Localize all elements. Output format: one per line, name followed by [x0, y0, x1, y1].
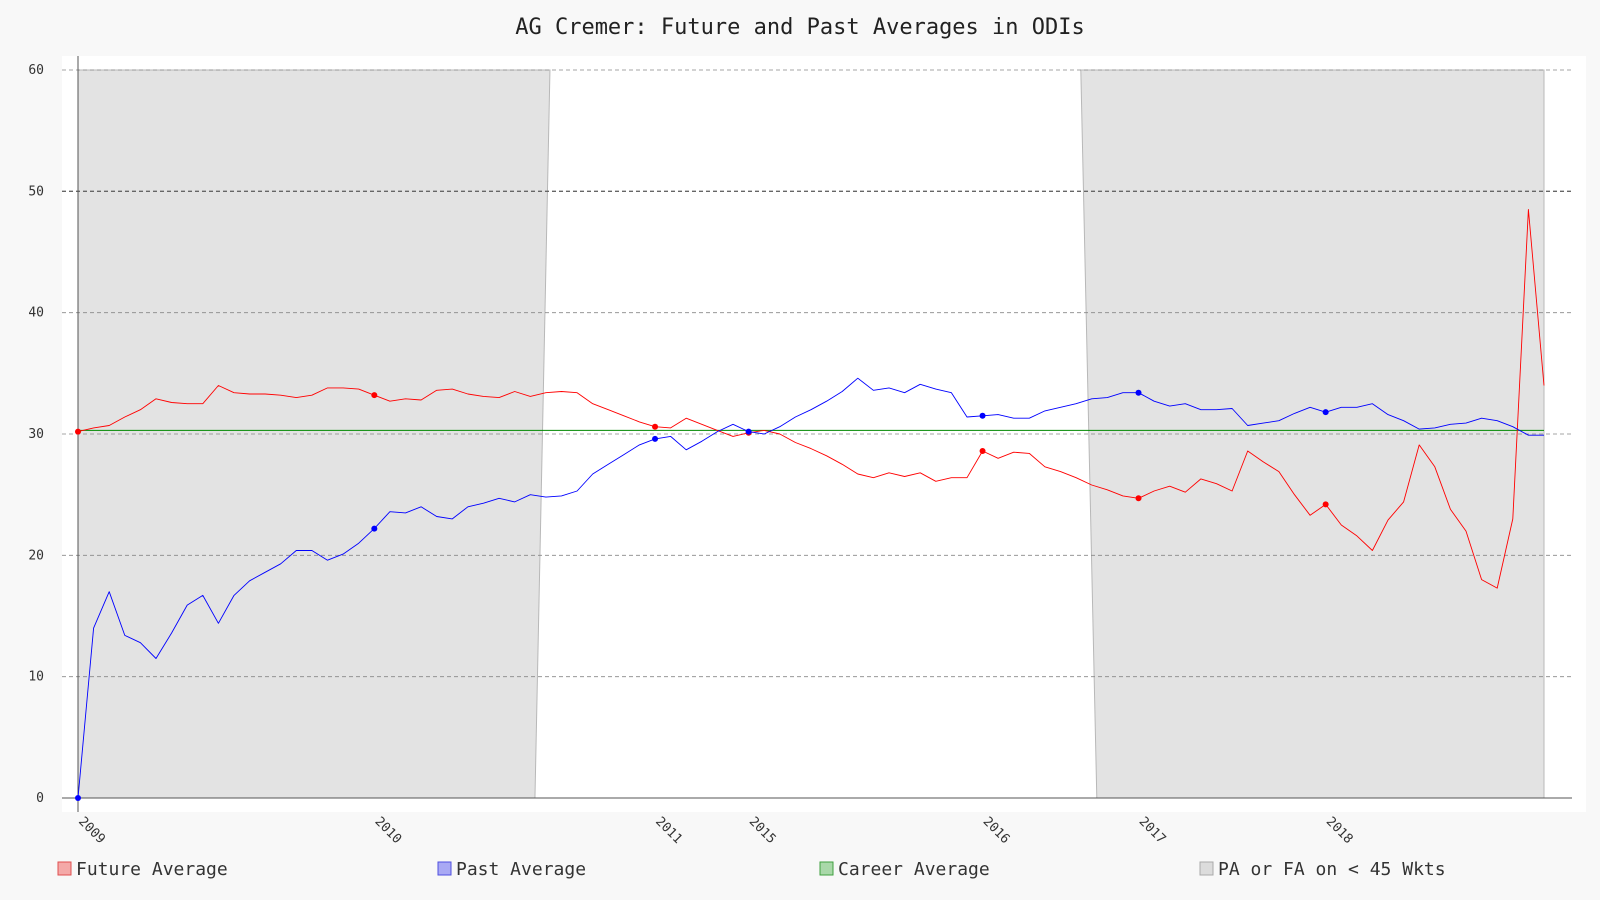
legend-label-future-average: Future Average: [76, 859, 228, 880]
legend-swatch-future-average: [57, 861, 72, 876]
series-lines: [77, 209, 1545, 799]
y-tick-label: 60: [28, 63, 44, 78]
y-tick-label: 40: [28, 306, 44, 321]
y-tick-label: 0: [36, 791, 44, 806]
shaded-regions: [77, 69, 1545, 799]
legend-swatch-past-average: [437, 861, 452, 876]
chart-title: AG Cremer: Future and Past Averages in O…: [515, 15, 1085, 40]
past-average-marker: [652, 435, 659, 442]
legend-swatch-career-average: [819, 861, 834, 876]
past-average-marker: [1322, 409, 1329, 416]
y-tick-label: 10: [28, 670, 44, 685]
future-average-marker: [979, 447, 986, 454]
future-average-marker: [652, 423, 659, 430]
past-average-marker: [979, 412, 986, 419]
past-average-marker: [371, 525, 378, 532]
y-tick-labels: 0 10 20 30 40 50 60: [28, 63, 44, 806]
past-average-marker: [1135, 389, 1142, 396]
future-average-marker: [1322, 501, 1329, 508]
legend-label-past-average: Past Average: [456, 859, 586, 880]
legend: Future Average Past Average Career Average…: [57, 859, 1446, 880]
highlight-markers: [75, 389, 1329, 801]
legend-label-pa-or-fa-on-45-wkts: PA or FA on < 45 Wkts: [1218, 859, 1446, 880]
y-tick-label: 50: [28, 184, 44, 199]
past-average-marker: [745, 428, 752, 435]
past-average-line: [77, 377, 1544, 799]
future-average-marker: [75, 428, 81, 435]
future-average-marker: [1135, 495, 1142, 502]
future-average-marker: [371, 392, 378, 399]
y-tick-label: 30: [28, 427, 44, 442]
past-average-marker: [75, 795, 81, 801]
future-average-line: [77, 209, 1545, 589]
legend-label-career-average: Career Average: [838, 859, 990, 880]
legend-swatch-pa-or-fa-on-45-wkts: [1199, 861, 1214, 876]
y-tick-label: 20: [28, 548, 44, 563]
